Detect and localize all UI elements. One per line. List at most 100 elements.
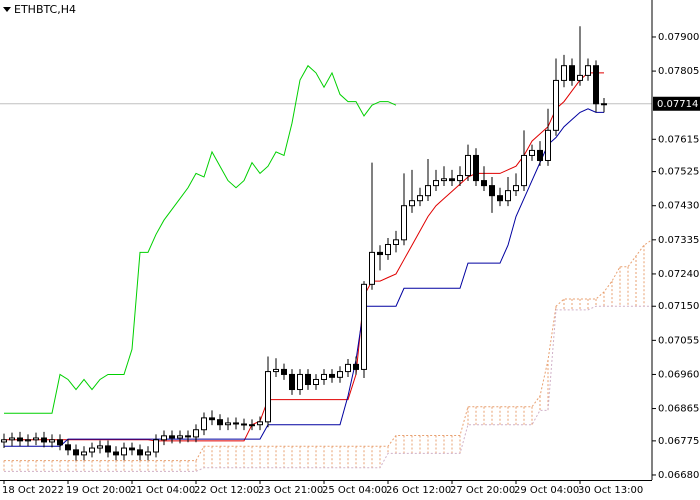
candle-body: [297, 373, 303, 391]
candle-body: [33, 437, 39, 441]
candle-body: [49, 439, 55, 443]
candle-body: [521, 154, 527, 187]
candle-body: [73, 449, 79, 456]
candle-body: [113, 451, 119, 456]
cloud-edge: [4, 305, 652, 472]
y-tick-label: 0.07525: [658, 167, 699, 178]
candle-body: [241, 423, 247, 426]
candle-body: [505, 190, 511, 202]
candle-body: [177, 435, 183, 439]
candle-body: [465, 154, 471, 177]
candle-body: [169, 435, 175, 439]
candle-body: [337, 371, 343, 378]
y-tick-label: 0.07055: [658, 335, 699, 346]
candle-body: [41, 437, 47, 443]
x-tick-label: 26 Oct 12:00: [386, 485, 451, 496]
candle-body: [9, 437, 15, 441]
candle-body: [233, 422, 239, 425]
candle-body: [289, 373, 295, 391]
menu-triangle[interactable]: [3, 7, 11, 12]
candle-body: [529, 149, 535, 156]
x-tick-label: 18 Oct 2022: [2, 485, 64, 496]
candle-body: [433, 180, 439, 187]
candle-body: [593, 65, 599, 105]
candle-body: [409, 200, 415, 207]
candle-body: [385, 243, 391, 256]
candle-body: [513, 185, 519, 192]
y-tick-label: 0.06865: [658, 404, 699, 415]
candle-body: [265, 371, 271, 423]
candle-body: [249, 424, 255, 427]
candle-body: [393, 239, 399, 245]
indicator-line: [4, 64, 397, 414]
candle-body: [417, 195, 423, 202]
candle-body: [425, 185, 431, 197]
candle-body: [65, 444, 71, 451]
candle-body: [273, 368, 279, 373]
indicator-line: [4, 72, 604, 442]
candle-body: [601, 103, 607, 106]
candle-body: [481, 180, 487, 187]
indicator-line: [4, 108, 604, 447]
candle-body: [401, 205, 407, 241]
candle-body: [553, 79, 559, 131]
x-tick-label: 29 Oct 04:00: [514, 485, 579, 496]
candle-body: [217, 419, 223, 426]
x-tick-label: 25 Oct 04:00: [322, 485, 387, 496]
candle-body: [545, 129, 551, 161]
x-tick-label: 30 Oct 13:00: [578, 485, 643, 496]
candle-body: [209, 417, 215, 421]
candle-body: [361, 283, 367, 370]
candle-body: [441, 178, 447, 182]
candle-body: [257, 421, 263, 426]
y-tick-label: 0.07615: [658, 134, 699, 145]
candle-body: [145, 451, 151, 456]
candle-body: [305, 373, 311, 386]
chart-title: ETHBTC,H4: [14, 3, 76, 16]
candle-body: [137, 449, 143, 456]
candle-body: [377, 251, 383, 256]
candle-body: [369, 251, 375, 285]
candle-body: [97, 445, 103, 449]
candle-body: [225, 422, 231, 426]
candle-body: [161, 435, 167, 441]
candle-body: [473, 154, 479, 182]
candle-body: [57, 439, 63, 446]
cloud-edge: [4, 239, 653, 462]
y-tick-label: 0.06775: [658, 436, 699, 447]
y-tick-label: 0.07150: [658, 301, 699, 312]
candle-body: [561, 65, 567, 81]
candle-body: [17, 437, 23, 442]
candle-body: [497, 195, 503, 202]
candle-body: [121, 447, 127, 456]
candle-body: [449, 178, 455, 182]
y-tick-label: 0.07805: [658, 66, 699, 77]
candle-body: [105, 445, 111, 453]
current-price-label: 0.07714: [657, 99, 698, 110]
x-tick-label: 22 Oct 12:00: [194, 485, 259, 496]
candle-body: [281, 368, 287, 375]
x-tick-label: 27 Oct 20:00: [450, 485, 515, 496]
candle-body: [1, 439, 7, 443]
candle-body: [81, 451, 87, 456]
x-tick-label: 23 Oct 21:00: [258, 485, 323, 496]
plot-area: [0, 26, 653, 472]
candle-body: [457, 175, 463, 182]
candle-body: [329, 373, 335, 378]
candle-body: [25, 439, 31, 442]
y-tick-label: 0.06960: [658, 369, 699, 380]
candle-body: [489, 185, 495, 197]
candle-body: [577, 74, 583, 81]
y-tick-label: 0.07240: [658, 269, 699, 280]
candle-body: [185, 435, 191, 438]
candle-body: [201, 417, 207, 431]
x-tick-label: 21 Oct 04:00: [130, 485, 195, 496]
candle-body: [569, 65, 575, 81]
current-price-box: [653, 96, 700, 111]
candle-body: [129, 447, 135, 451]
candle-body: [89, 447, 95, 453]
y-tick-label: 0.07430: [658, 201, 699, 212]
candle-body: [153, 439, 159, 453]
